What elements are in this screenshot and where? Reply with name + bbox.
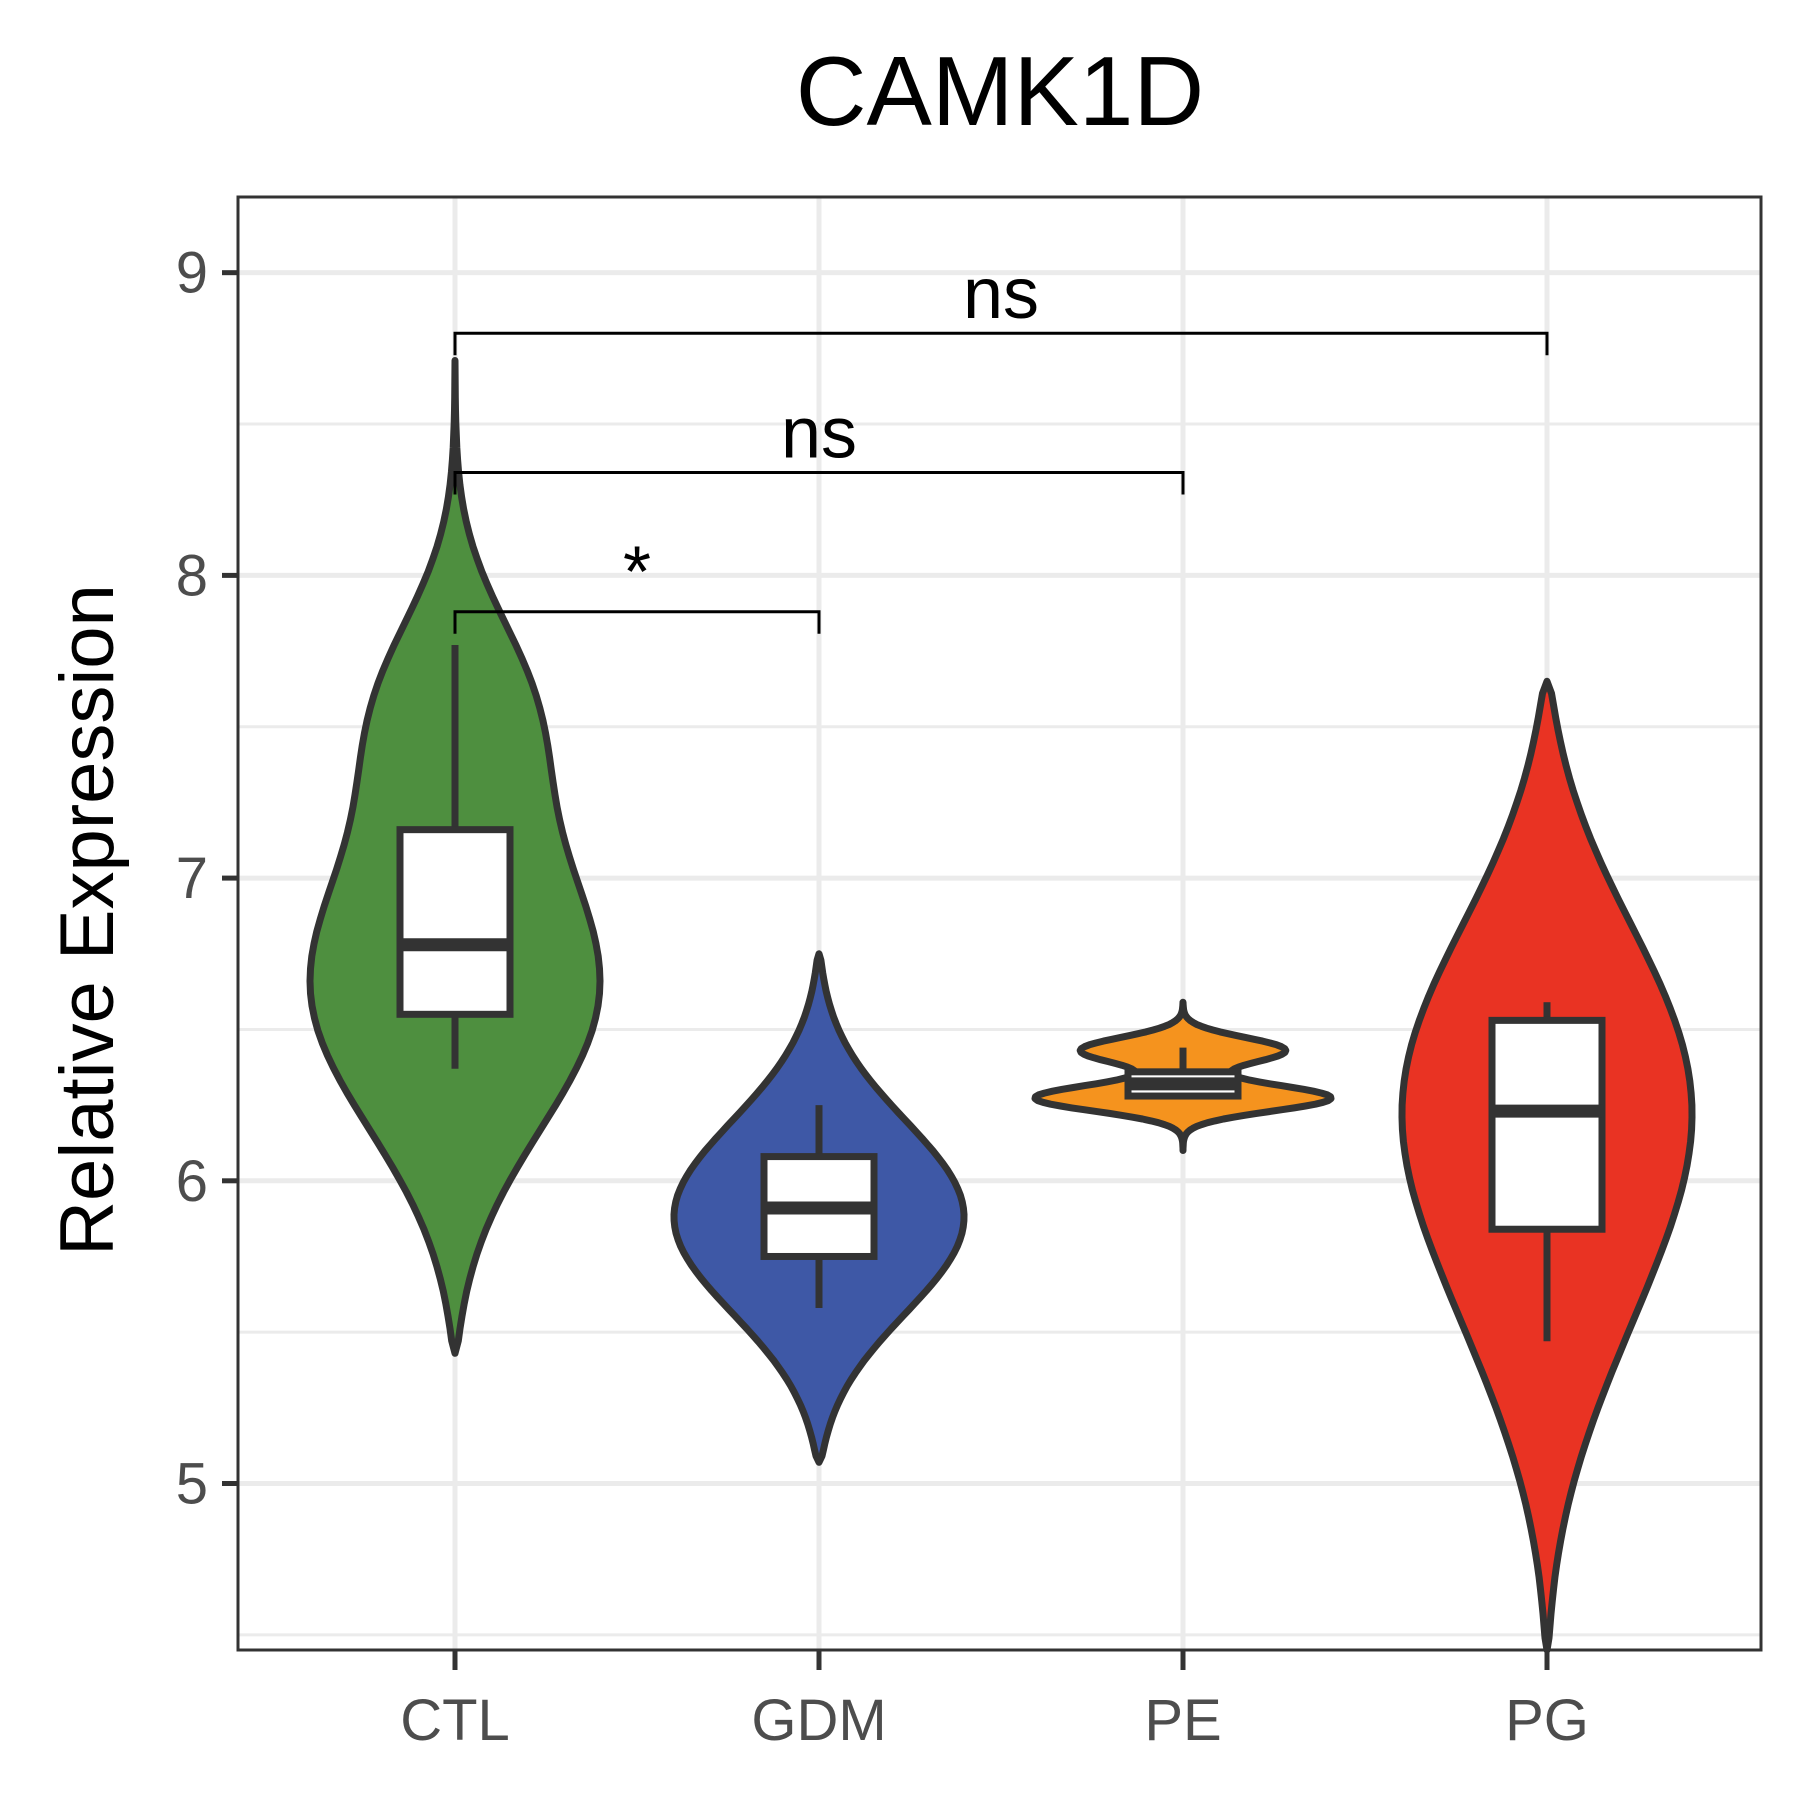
significance-bracket: ns [453,393,1185,495]
significance-bracket: ns [453,254,1549,356]
significance-label: ns [963,254,1039,334]
box-pg [1488,1016,1606,1233]
chart-title: CAMK1D [796,36,1204,146]
plot-border [236,195,1763,1652]
violin-group-ctl [306,357,604,1357]
significance-label: * [623,533,651,613]
significance-bracket: * [453,533,821,634]
y-tick-label: 9 [176,241,208,306]
violin-group-pg [1398,677,1696,1654]
box-ctl [396,826,514,1018]
bracket-line [453,331,1549,356]
y-tick-label: 5 [176,1452,208,1517]
plot-area: 5 6 7 8 9 CTL GDM PE PG * ns ns [176,195,1763,1753]
bracket-line [453,610,821,634]
bracket-line [453,470,1185,495]
y-axis-label: Relative Expression [45,584,130,1256]
violin-group-pe [1031,998,1335,1154]
x-tick-label-pe: PE [1144,1688,1221,1753]
significance-label: ns [781,393,857,473]
x-tick-label-ctl: CTL [400,1688,510,1753]
y-tick-label: 6 [176,1149,208,1214]
x-tick-label-pg: PG [1505,1688,1589,1753]
x-tick-label-gdm: GDM [751,1688,886,1753]
violin-group-gdm [670,950,968,1466]
y-tick-label: 8 [176,543,208,608]
y-tick-label: 7 [176,846,208,911]
